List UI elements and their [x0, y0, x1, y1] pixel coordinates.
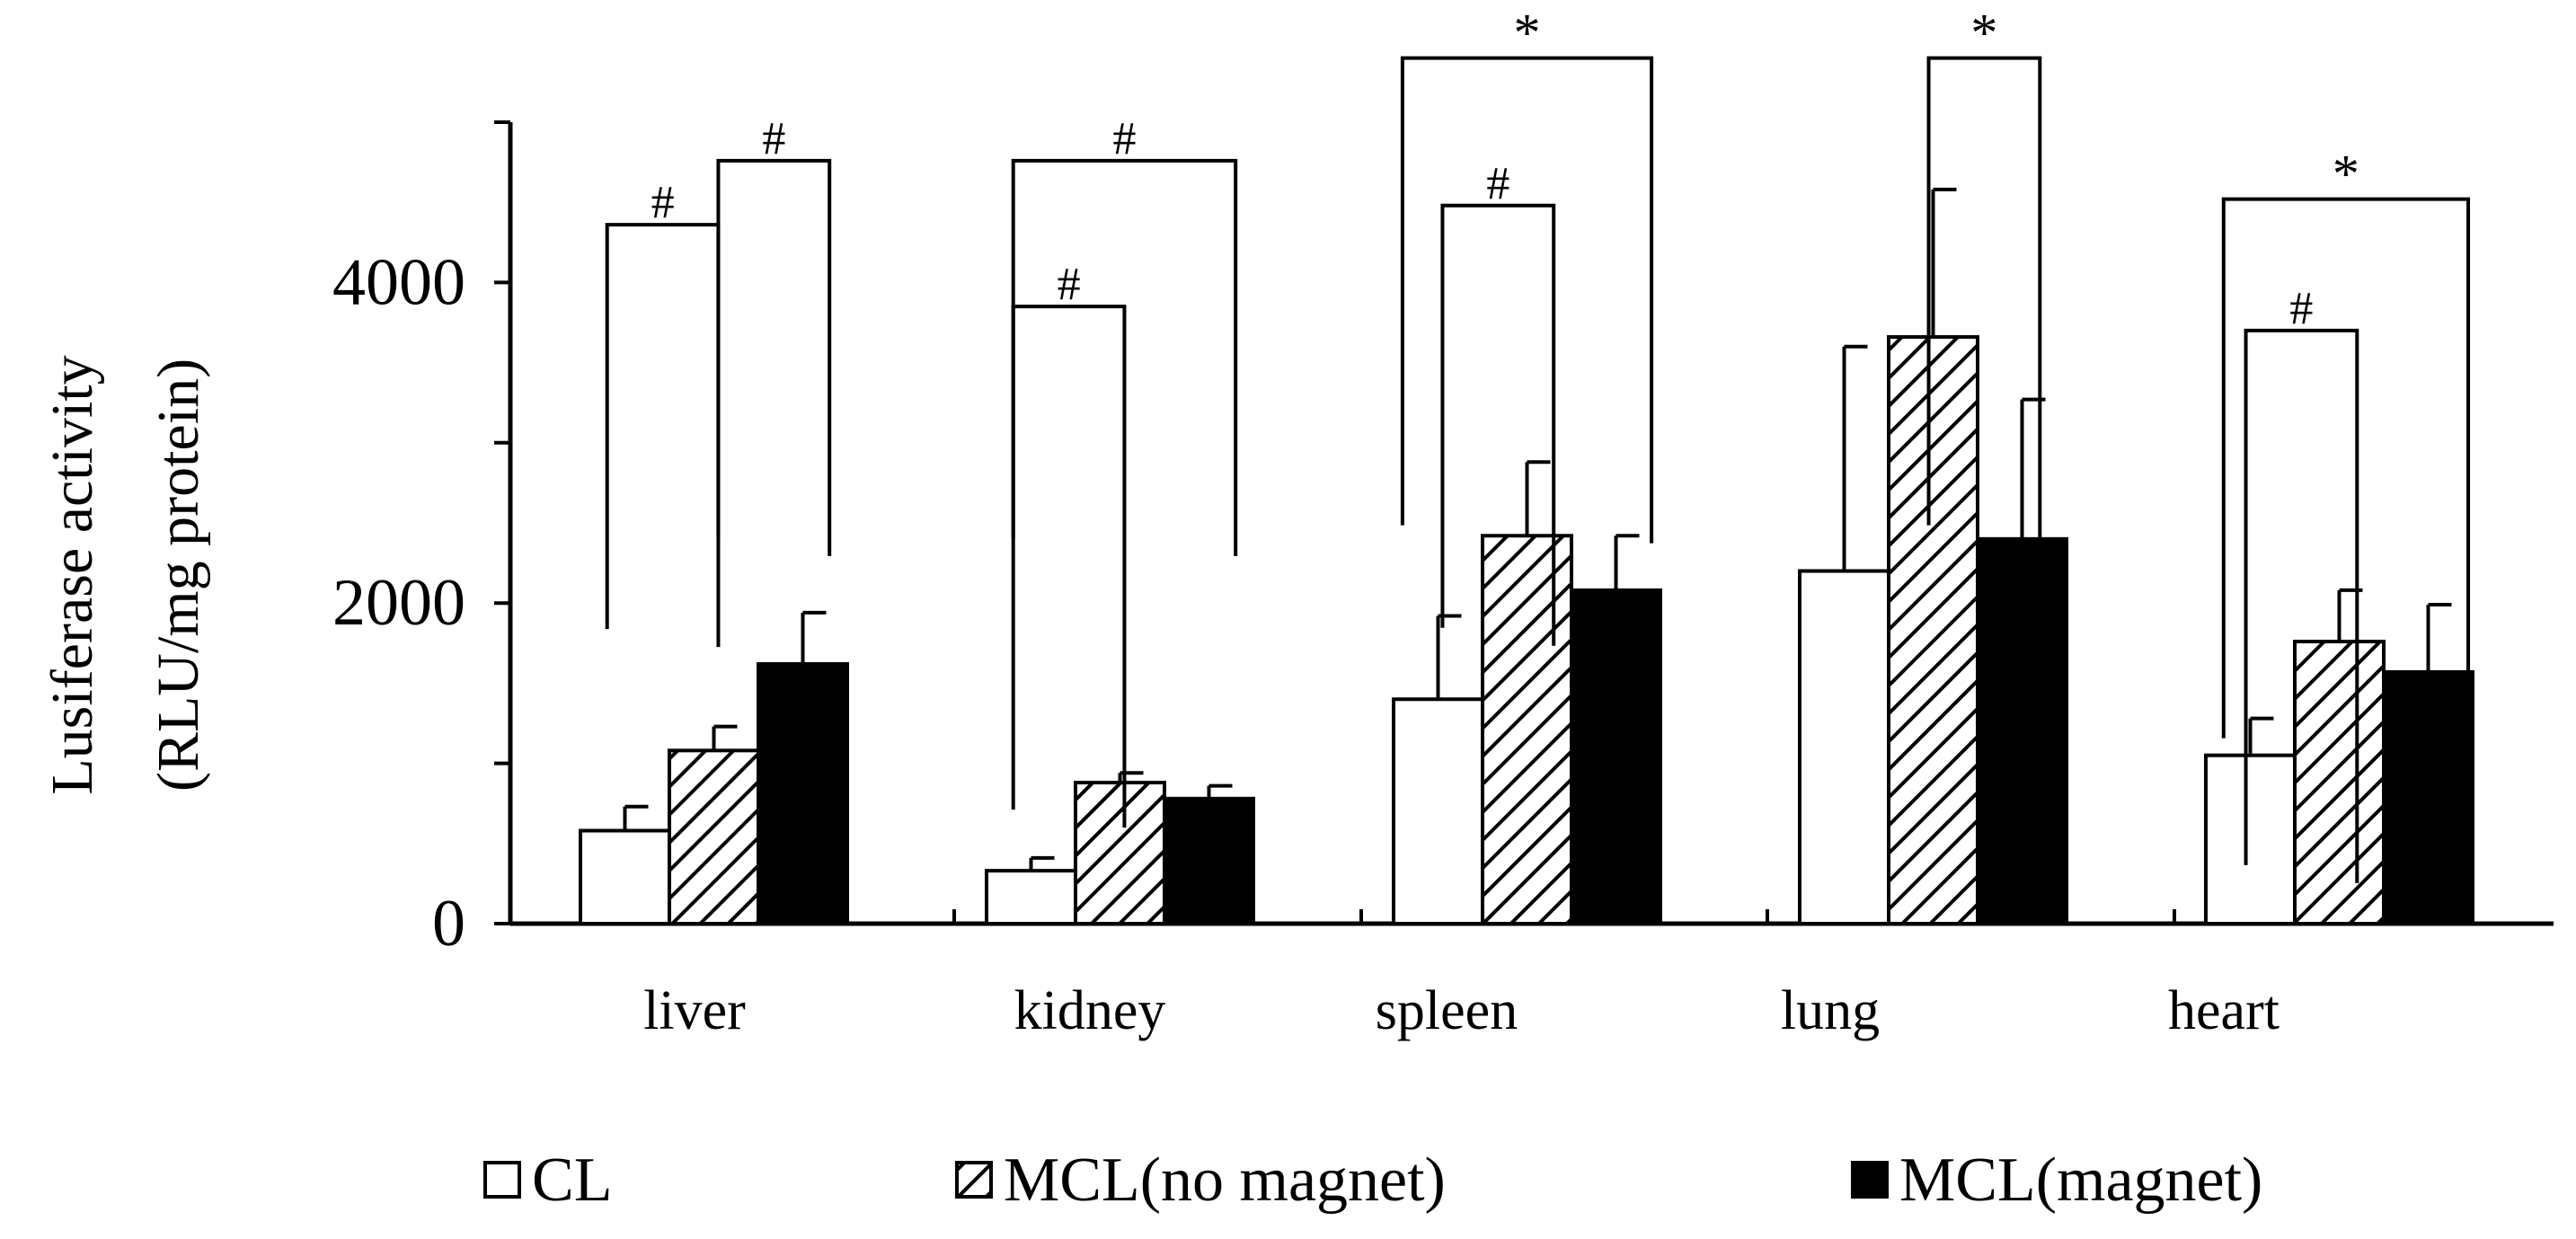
significance-bracket [1440, 203, 1556, 646]
significance-marker: * [1514, 4, 1541, 63]
bar-lung-series-0 [1798, 569, 1890, 926]
significance-bracket [1011, 158, 1238, 556]
bar-spleen-series-0 [1392, 697, 1484, 925]
significance-bracket [605, 223, 721, 648]
bar-heart-series-2 [2382, 669, 2474, 925]
legend-swatch-0 [483, 1161, 521, 1199]
significance-bracket [2244, 328, 2359, 883]
x-tick-label: heart [2168, 980, 2279, 1041]
y-tick-label: 4000 [332, 245, 465, 319]
x-tick-label: lung [1781, 980, 1880, 1041]
bar-kidney-series-2 [1163, 796, 1255, 926]
significance-marker: # [1486, 158, 1509, 209]
significance-marker: * [1970, 4, 1997, 63]
significance-marker: # [2289, 283, 2313, 334]
bar-kidney-series-0 [985, 869, 1077, 925]
bar-spleen-series-1 [1481, 534, 1573, 925]
bar-spleen-series-2 [1570, 588, 1662, 925]
legend-label-1: MCL(no magnet) [1004, 1146, 1446, 1215]
significance-bracket [1400, 56, 1654, 544]
significance-bracket [1011, 305, 1127, 828]
x-tick-label: liver [643, 980, 746, 1041]
significance-marker: # [1058, 259, 1081, 310]
bar-heart-series-0 [2204, 753, 2297, 925]
significance-bracket [2221, 197, 2471, 757]
bar-kidney-series-1 [1074, 781, 1166, 925]
bar-lung-series-2 [1976, 536, 2068, 926]
x-tick-label: kidney [1014, 980, 1166, 1041]
legend-label-0: CL [532, 1146, 612, 1215]
y-tick-label: 0 [432, 887, 465, 960]
y-axis-label-line1: Lusiferase activity [40, 355, 105, 794]
legend-label-2: MCL(magnet) [1899, 1146, 2262, 1215]
significance-bracket [716, 158, 832, 556]
significance-marker: # [651, 177, 675, 228]
significance-marker: * [2333, 145, 2359, 204]
bar-heart-series-1 [2293, 640, 2386, 925]
y-axis-label-line2: (RLU/mg protein) [146, 358, 211, 792]
significance-marker: # [762, 113, 785, 164]
bar-liver-series-1 [668, 748, 760, 925]
y-tick-label: 2000 [332, 566, 465, 640]
legend-swatch-2 [1851, 1161, 1889, 1199]
significance-bracket [1926, 56, 2042, 544]
bar-lung-series-1 [1887, 335, 1979, 925]
significance-marker: # [1112, 113, 1136, 164]
x-tick-label: spleen [1376, 980, 1518, 1041]
bar-liver-series-0 [579, 828, 671, 926]
legend-swatch-1 [955, 1161, 993, 1199]
bar-liver-series-2 [757, 661, 849, 925]
